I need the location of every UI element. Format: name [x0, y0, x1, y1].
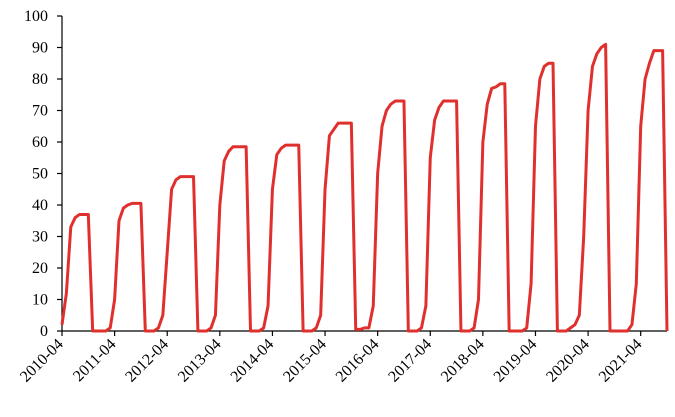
x-tick-label: 2018-04 — [438, 336, 488, 386]
x-tick-label: 2020-04 — [543, 336, 593, 386]
x-tick-label: 2012-04 — [122, 336, 172, 386]
y-tick-label: 100 — [24, 8, 48, 25]
y-tick-label: 90 — [32, 40, 48, 57]
y-tick-label: 60 — [32, 134, 48, 151]
x-tick-label: 2011-04 — [70, 336, 119, 385]
y-tick-label: 30 — [32, 229, 48, 246]
y-tick-label: 20 — [32, 260, 48, 277]
x-tick-label: 2010-04 — [17, 336, 67, 386]
y-tick-label: 70 — [32, 103, 48, 120]
x-tick-label: 2014-04 — [228, 336, 278, 386]
x-tick-label: 2015-04 — [280, 336, 330, 386]
x-tick-label: 2016-04 — [333, 336, 383, 386]
x-tick-label: 2021-04 — [596, 336, 646, 386]
x-tick-label: 2013-04 — [175, 336, 225, 386]
y-tick-label: 10 — [32, 292, 48, 309]
data-line — [60, 42, 669, 333]
y-tick-label: 0 — [40, 323, 48, 340]
y-tick-label: 40 — [32, 197, 48, 214]
x-tick-label: 2017-04 — [385, 336, 435, 386]
x-tick-label: 2019-04 — [491, 336, 541, 386]
y-tick-label: 80 — [32, 71, 48, 88]
y-tick-label: 50 — [32, 166, 48, 183]
